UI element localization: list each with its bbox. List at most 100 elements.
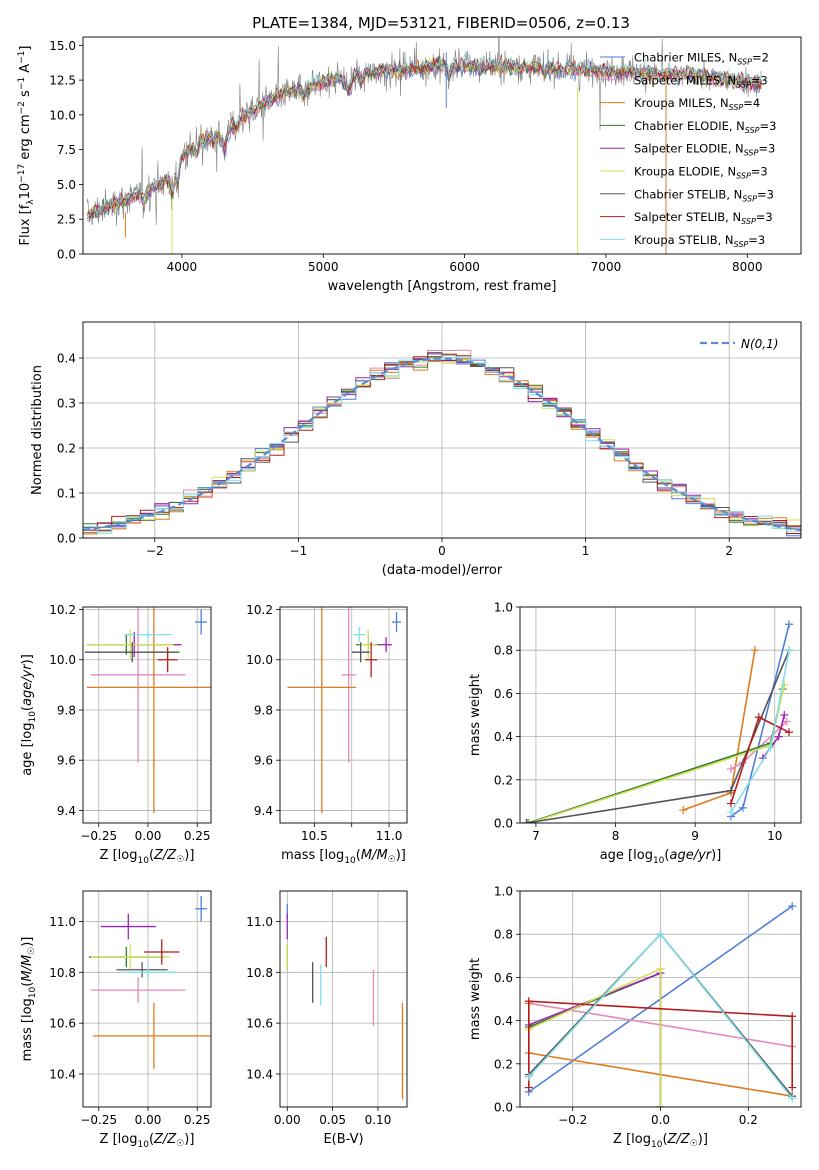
legend-sub: SSP	[736, 80, 751, 89]
plot-area-spectrum	[86, 37, 762, 254]
series-marker	[524, 1083, 533, 1092]
label-part: ☉	[388, 855, 396, 865]
label-part: Z [log	[100, 848, 138, 863]
figure-title: PLATE=1384, MJD=53121, FIBERID=0506, z=0…	[252, 14, 630, 32]
series-salpeter-elodie	[524, 969, 665, 1107]
x-tick-label: 0.25	[184, 1113, 211, 1127]
legend-sub: SSP	[729, 103, 744, 112]
x-tick-label: 10.5	[301, 829, 328, 843]
y-axis-label: Flux [fλ10−17 erg cm−2 s−1 A−1]	[17, 46, 36, 246]
series-marker	[780, 680, 789, 689]
y-tick-label: 9.8	[254, 703, 273, 717]
x-tick-label: −1	[290, 544, 308, 558]
series-kroupa-elodie	[524, 964, 665, 1107]
series-kroupa-stelib	[524, 930, 797, 1103]
label-part: 10	[28, 711, 38, 723]
y-tick-label: 11.0	[49, 915, 76, 929]
label-part: 10	[344, 856, 356, 866]
y-axis-label: Normed distribution	[30, 365, 45, 495]
series-line	[682, 650, 756, 811]
label-part: (	[662, 1132, 667, 1147]
label-part: 10	[653, 856, 665, 866]
y-tick-label: 0.8	[494, 644, 513, 658]
series-marker	[656, 930, 665, 939]
x-tick-label: 0.00	[135, 1113, 162, 1127]
legend-sub: SSP	[736, 172, 751, 181]
legend-val: =3	[756, 210, 773, 224]
y-tick-label: 9.6	[57, 754, 76, 768]
x-axis-label: mass [log10(M/M☉)]	[281, 848, 406, 866]
legend-entry: Kroupa ELODIE, NSSP=3	[634, 165, 768, 181]
axes-frame	[279, 890, 408, 1108]
series-line	[528, 967, 662, 1107]
legend-entry: Kroupa MILES, NSSP=4	[634, 96, 760, 112]
label-part: s	[18, 90, 33, 101]
axes-frame	[82, 321, 802, 539]
legend-name: Salpeter STELIB, N	[634, 210, 741, 224]
label-part: −1	[17, 51, 27, 64]
point-kroupa-miles	[86, 607, 211, 813]
x-tick-label: 8000	[732, 260, 763, 274]
x-tick-label: −0.2	[558, 1113, 587, 1127]
series-salpeter-stelib	[524, 997, 797, 1092]
series-marker	[524, 1072, 533, 1081]
series-chabrier-elodie	[524, 969, 665, 1107]
histogram-kroupa-stelib	[83, 356, 801, 538]
series-marker	[656, 964, 665, 973]
series-marker	[785, 728, 794, 737]
y-tick-label: 10.8	[49, 966, 76, 980]
label-part: −17	[17, 164, 27, 183]
y-tick-label: 0.6	[494, 971, 513, 985]
x-tick-label: 0.00	[135, 829, 162, 843]
series-marker	[523, 819, 532, 823]
y-tick-label: 0.2	[494, 773, 513, 787]
label-part: )]	[184, 848, 194, 863]
label-part: age [log	[20, 723, 35, 776]
series-marker	[525, 819, 534, 823]
label-part: )]	[698, 1132, 708, 1147]
axes-frame	[82, 606, 212, 824]
y-tick-label: 10.0	[49, 653, 76, 667]
y-tick-label: 2.5	[57, 213, 76, 227]
legend-name: Chabrier STELIB, N	[634, 187, 742, 201]
x-tick-label: 6000	[449, 260, 480, 274]
series-marker	[656, 1103, 665, 1107]
label-part: Z/Z	[153, 848, 177, 863]
series-kroupa-elodie	[525, 680, 789, 823]
model-line-kroupa-stelib	[86, 53, 762, 217]
model-line-chabrier-stelib	[86, 56, 762, 219]
label-part: 10	[137, 1140, 149, 1150]
y-tick-label: 10.6	[49, 1017, 76, 1031]
label-part: mass [log	[281, 848, 344, 863]
point-chabrier-miles	[195, 609, 208, 635]
series-marker	[524, 997, 533, 1006]
legend-entry: Kroupa STELIB, NSSP=3	[634, 233, 765, 249]
x-axis-label: Z [log10(Z/Z☉)]	[100, 1132, 195, 1150]
label-part: Z/Z	[153, 1132, 177, 1147]
y-tick-label: 0.8	[494, 928, 513, 942]
axes-frame	[279, 606, 408, 824]
axes-frame	[82, 890, 212, 1108]
plot-area-residuals	[83, 349, 801, 538]
y-axis-label: mass weight	[468, 674, 483, 756]
legend-entry: Salpeter ELODIE, NSSP=3	[634, 142, 775, 158]
y-tick-label: 9.8	[57, 703, 76, 717]
label-part: 10	[651, 1140, 663, 1150]
legend-val: =3	[751, 73, 768, 87]
series-marker	[780, 711, 789, 719]
legend-name: Chabrier ELODIE, N	[634, 119, 745, 133]
y-tick-label: 10.2	[49, 603, 76, 617]
label-part: ☉	[690, 1139, 698, 1149]
legend-entry: N(0,1)	[741, 337, 778, 351]
x-tick-label: 0.00	[274, 1113, 301, 1127]
x-tick-label: 0.10	[365, 1113, 392, 1127]
point-salpeter-elodie	[100, 913, 156, 940]
x-tick-label: 0.2	[739, 1113, 758, 1127]
normal-curve	[83, 357, 801, 532]
label-part: λ	[26, 199, 36, 205]
series-marker	[774, 732, 783, 741]
legend-entry: Salpeter MILES, NSSP=3	[634, 73, 768, 89]
label-part: mass [log	[20, 998, 35, 1061]
plot-area-age-vs-mass	[287, 607, 402, 813]
series-marker	[782, 717, 791, 726]
